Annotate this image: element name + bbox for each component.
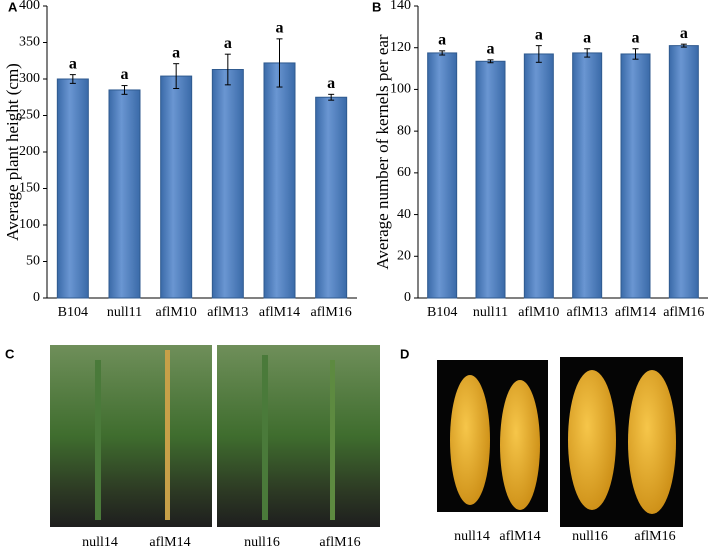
significance-letter: a [438,32,446,49]
y-tick-label: 50 [26,254,40,269]
x-tick-label: null11 [473,305,508,320]
significance-letter: a [224,35,232,52]
bar [668,45,699,299]
y-tick-label: 0 [33,290,40,305]
photo-label: null16 [244,535,280,549]
significance-letter: a [172,44,180,61]
significance-letter: a [69,55,77,72]
y-tick-label: 100 [19,217,40,232]
y-tick-label: 140 [390,0,411,13]
x-tick-label: aflM16 [663,305,704,320]
significance-letter: a [121,66,129,83]
x-tick-label: aflM14 [259,305,300,320]
error-bar [487,59,494,64]
photo-label: aflM16 [634,529,675,544]
x-tick-label: B104 [58,305,88,320]
panel-label: D [400,346,409,361]
significance-letter: a [487,40,495,57]
photo-label: aflM14 [149,535,190,549]
bar [620,53,651,299]
bar [160,75,193,299]
photo-label: null14 [454,529,490,544]
panel-label: C [5,346,15,361]
significance-letter: a [583,29,591,46]
photo-ears [437,357,683,527]
bar [315,96,348,299]
y-tick-label: 60 [397,165,411,180]
x-tick-label: aflM13 [207,305,248,320]
significance-letter: a [276,20,284,37]
y-tick-label: 40 [397,207,411,222]
y-tick-label: 200 [19,144,40,159]
bar [56,78,89,299]
error-bar [224,53,231,86]
bar [572,52,603,299]
significance-letter: a [680,25,688,42]
photo-label: null14 [82,535,118,549]
y-tick-label: 0 [404,290,411,305]
x-tick-label: aflM16 [311,305,352,320]
photo-label: aflM14 [499,529,540,544]
bar [523,53,554,299]
photo-field [50,345,380,527]
y-tick-label: 400 [19,0,40,13]
bar [108,89,141,299]
photo-label: null16 [572,529,608,544]
panel-label: A [8,0,18,14]
y-tick-label: 100 [390,82,411,97]
error-bar [173,63,180,89]
x-tick-label: B104 [427,305,457,320]
error-bar [439,50,446,56]
bar [263,62,296,299]
y-axis-label: Average plant height (cm) [3,63,22,241]
x-tick-label: aflM10 [156,305,197,320]
x-tick-label: aflM10 [518,305,559,320]
error-bar [535,45,542,63]
significance-letter: a [327,75,335,92]
bar [475,60,506,299]
y-tick-label: 350 [19,35,40,50]
y-tick-label: 300 [19,71,40,86]
error-bar [121,85,128,95]
photo-label: aflM16 [319,535,360,549]
y-tick-label: 150 [19,181,40,196]
y-tick-label: 80 [397,123,411,138]
y-tick-label: 20 [397,249,411,264]
error-bar [69,74,76,84]
significance-letter: a [535,26,543,43]
x-tick-label: aflM14 [615,305,656,320]
panel-label: B [372,0,381,14]
significance-letter: a [632,29,640,46]
bar [211,69,244,299]
error-bar [680,43,687,48]
y-axis-label: Average number of kernels per ear [373,34,392,270]
y-tick-label: 250 [19,108,40,123]
x-tick-label: null11 [107,305,142,320]
bar [427,52,458,299]
error-bar [632,48,639,60]
y-tick-label: 120 [390,40,411,55]
error-bar [328,93,335,101]
error-bar [584,48,591,58]
error-bar [276,38,283,88]
x-tick-label: aflM13 [567,305,608,320]
